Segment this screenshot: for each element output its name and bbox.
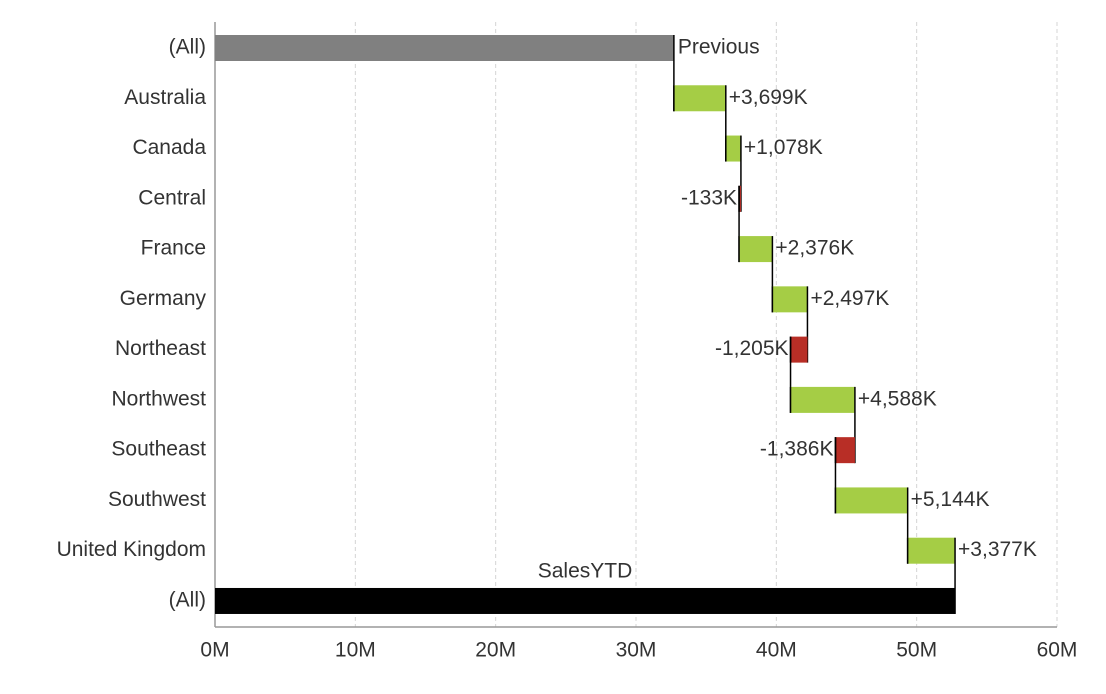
y-tick-label: France (141, 237, 206, 260)
value-label: -133K (681, 186, 737, 209)
x-tick-label: 10M (335, 639, 376, 662)
y-tick-label: Central (138, 186, 206, 209)
delta-bar (790, 386, 855, 413)
y-tick-label: Australia (124, 86, 206, 109)
x-tick-label: 50M (896, 639, 937, 662)
value-label: +2,376K (775, 237, 854, 260)
x-tick-label: 40M (756, 639, 797, 662)
value-label: -1,386K (760, 438, 834, 461)
delta-bar (739, 185, 741, 212)
x-tick-label: 30M (616, 639, 657, 662)
delta-bar (772, 286, 808, 313)
delta-bar (835, 437, 855, 464)
value-label: +5,144K (911, 488, 990, 511)
y-tick-label: Southwest (108, 488, 206, 511)
y-tick-label: Germany (120, 287, 207, 310)
y-tick-label: (All) (169, 589, 206, 612)
value-label: +3,377K (958, 538, 1037, 561)
x-tick-label: 60M (1037, 639, 1078, 662)
y-tick-label: Canada (132, 136, 206, 159)
y-tick-label: (All) (169, 36, 206, 59)
x-tick-label: 20M (475, 639, 516, 662)
value-label: +4,588K (858, 387, 937, 410)
delta-bar (790, 336, 808, 363)
x-tick-label: 0M (200, 639, 229, 662)
value-label: -1,205K (715, 337, 789, 360)
end-bar (215, 587, 956, 614)
y-tick-label: Northeast (115, 337, 206, 360)
start-bar (215, 35, 674, 61)
delta-bar (725, 135, 741, 162)
y-tick-label: Northwest (111, 387, 206, 410)
bar-label: Previous (678, 36, 760, 59)
delta-bar (907, 537, 956, 564)
y-tick-label: Southeast (111, 438, 206, 461)
delta-bar (739, 236, 773, 263)
value-label: +2,497K (810, 287, 889, 310)
value-label: +3,699K (729, 86, 808, 109)
bar-label: SalesYTD (538, 560, 633, 583)
value-label: +1,078K (744, 136, 823, 159)
delta-bar (673, 85, 726, 112)
y-tick-label: United Kingdom (57, 538, 206, 561)
delta-bar (835, 487, 908, 514)
